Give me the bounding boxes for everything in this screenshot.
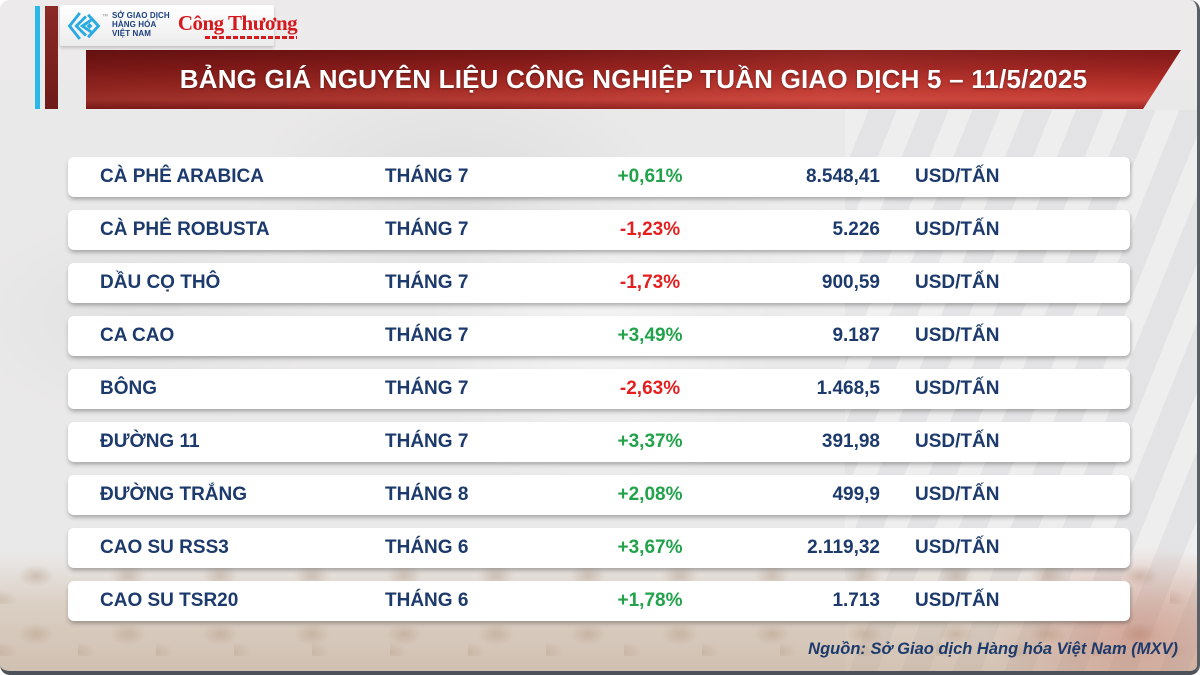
percent-change: -1,73% [619,272,681,293]
contract-month: THÁNG 6 [385,537,469,558]
contract-month: THÁNG 7 [385,272,469,293]
mxv-logo-icon [67,11,101,40]
contract-month: THÁNG 7 [385,219,469,240]
commodity-name: CÀ PHÊ ROBUSTA [100,219,270,240]
cyan-accent-stripe [35,6,40,109]
commodity-name: BÔNG [100,378,157,399]
percent-change: -2,63% [619,378,681,399]
title-banner: BẢNG GIÁ NGUYÊN LIỆU CÔNG NGHIỆP TUẦN GI… [86,50,1181,109]
percent-change: -1,23% [619,219,681,240]
percent-change: +3,37% [617,431,683,452]
commodity-name: ĐƯỜNG 11 [100,431,200,452]
price-unit: USD/TẤN [915,431,1000,452]
source-credit: Nguồn: Sở Giao dịch Hàng hóa Việt Nam (M… [808,640,1178,658]
price-value: 1.468,5 [816,378,880,399]
percent-change: +0,61% [617,166,683,187]
price-value: 8.548,41 [806,166,880,187]
table-row: CA CAO THÁNG 7 +3,49% 9.187 USD/TẤN [68,316,1130,356]
page-title: BẢNG GIÁ NGUYÊN LIỆU CÔNG NGHIỆP TUẦN GI… [179,64,1088,94]
logo-bar: ™ SỞ GIAO DỊCH HÀNG HÓA VIỆT NAM Công Th… [60,5,298,46]
price-unit: USD/TẤN [915,272,1000,293]
price-value: 9.187 [832,325,880,346]
price-unit: USD/TẤN [915,590,1000,611]
price-unit: USD/TẤN [915,325,1000,346]
commodity-name: DẦU CỌ THÔ [100,272,221,293]
price-value: 5.226 [832,219,880,240]
price-unit: USD/TẤN [915,537,1000,558]
table-row: CÀ PHÊ ARABICA THÁNG 7 +0,61% 8.548,41 U… [68,157,1130,197]
price-unit: USD/TẤN [915,378,1000,399]
price-value: 499,9 [832,484,880,505]
price-unit: USD/TẤN [915,166,1000,187]
commodity-name: CAO SU RSS3 [100,537,229,558]
percent-change: +2,08% [617,484,683,505]
mxv-org-name: SỞ GIAO DỊCH HÀNG HÓA VIỆT NAM [112,11,170,38]
price-value: 391,98 [821,431,880,452]
contract-month: THÁNG 8 [385,484,469,505]
contract-month: THÁNG 7 [385,325,469,346]
commodity-name: CÀ PHÊ ARABICA [100,166,264,187]
table-row: CAO SU RSS3 THÁNG 6 +3,67% 2.119,32 USD/… [68,528,1130,568]
mxv-logo: ™ SỞ GIAO DỊCH HÀNG HÓA VIỆT NAM [67,11,170,41]
price-unit: USD/TẤN [915,484,1000,505]
contract-month: THÁNG 7 [385,431,469,452]
trademark-symbol: ™ [102,13,108,20]
maroon-accent-stripe [45,6,58,109]
price-unit: USD/TẤN [915,219,1000,240]
table-row: CÀ PHÊ ROBUSTA THÁNG 7 -1,23% 5.226 USD/… [68,210,1130,250]
price-table: CÀ PHÊ ARABICA THÁNG 7 +0,61% 8.548,41 U… [68,157,1130,621]
percent-change: +3,49% [617,325,683,346]
contract-month: THÁNG 7 [385,166,469,187]
contract-month: THÁNG 7 [385,378,469,399]
congthuong-logo: Công Thương [177,10,298,39]
congthuong-wordmark: Công Thương [177,10,298,35]
commodity-name: ĐƯỜNG TRẮNG [100,484,248,505]
percent-change: +1,78% [617,590,683,611]
table-row: ĐƯỜNG 11 THÁNG 7 +3,37% 391,98 USD/TẤN [68,422,1130,462]
table-row: CAO SU TSR20 THÁNG 6 +1,78% 1.713 USD/TẤ… [68,581,1130,621]
table-row: DẦU CỌ THÔ THÁNG 7 -1,73% 900,59 USD/TẤN [68,263,1130,303]
commodity-name: CA CAO [100,325,175,346]
commodity-name: CAO SU TSR20 [100,590,239,611]
percent-change: +3,67% [617,537,683,558]
table-row: ĐƯỜNG TRẮNG THÁNG 8 +2,08% 499,9 USD/TẤN [68,475,1130,515]
congthuong-tagline-bar [205,35,298,39]
price-value: 1.713 [832,590,880,611]
table-row: BÔNG THÁNG 7 -2,63% 1.468,5 USD/TẤN [68,369,1130,409]
contract-month: THÁNG 6 [385,590,469,611]
price-value: 900,59 [821,272,880,293]
price-value: 2.119,32 [807,537,880,558]
